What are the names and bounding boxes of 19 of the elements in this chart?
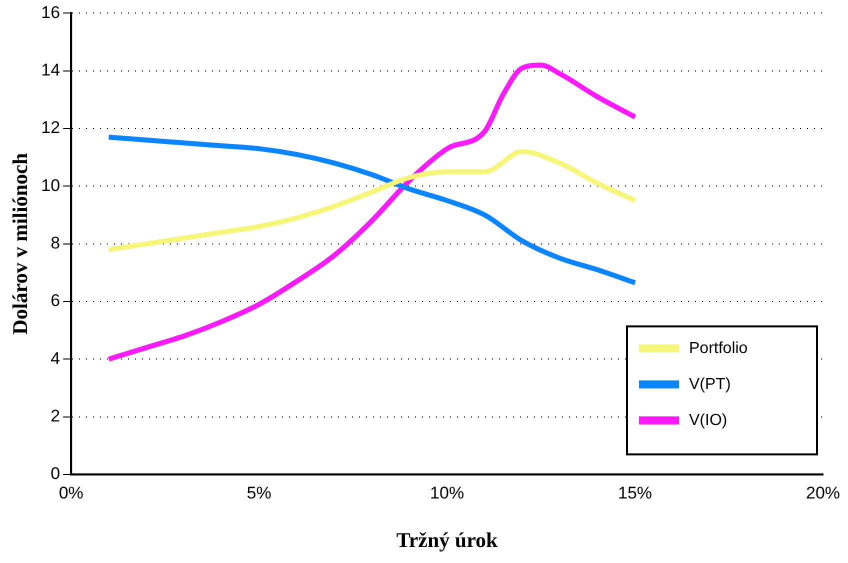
- y-tick-label: 10: [41, 176, 60, 195]
- y-tick-label: 12: [41, 118, 60, 138]
- y-tick-label: 8: [50, 233, 60, 252]
- legend-label: V(IO): [689, 412, 728, 429]
- y-tick-label: 14: [41, 60, 60, 80]
- x-tick-label: 5%: [246, 483, 272, 502]
- legend-label: Portfolio: [689, 340, 748, 357]
- y-tick-label: 4: [50, 348, 60, 368]
- y-tick-label: 6: [50, 291, 60, 310]
- y-tick-label: 2: [50, 406, 60, 426]
- y-tick-label: 16: [41, 2, 60, 22]
- y-tick-label: 0: [50, 464, 60, 484]
- x-tick-label: 20%: [806, 483, 840, 502]
- y-axis-title: Dolárov v miliónoch: [8, 152, 32, 335]
- x-tick-label: 15%: [618, 483, 652, 502]
- x-tick-label: 10%: [430, 483, 464, 502]
- x-tick-label: 0%: [58, 483, 84, 502]
- legend-label: V(PT): [689, 376, 731, 393]
- x-axis-title: Tržný úrok: [396, 528, 498, 552]
